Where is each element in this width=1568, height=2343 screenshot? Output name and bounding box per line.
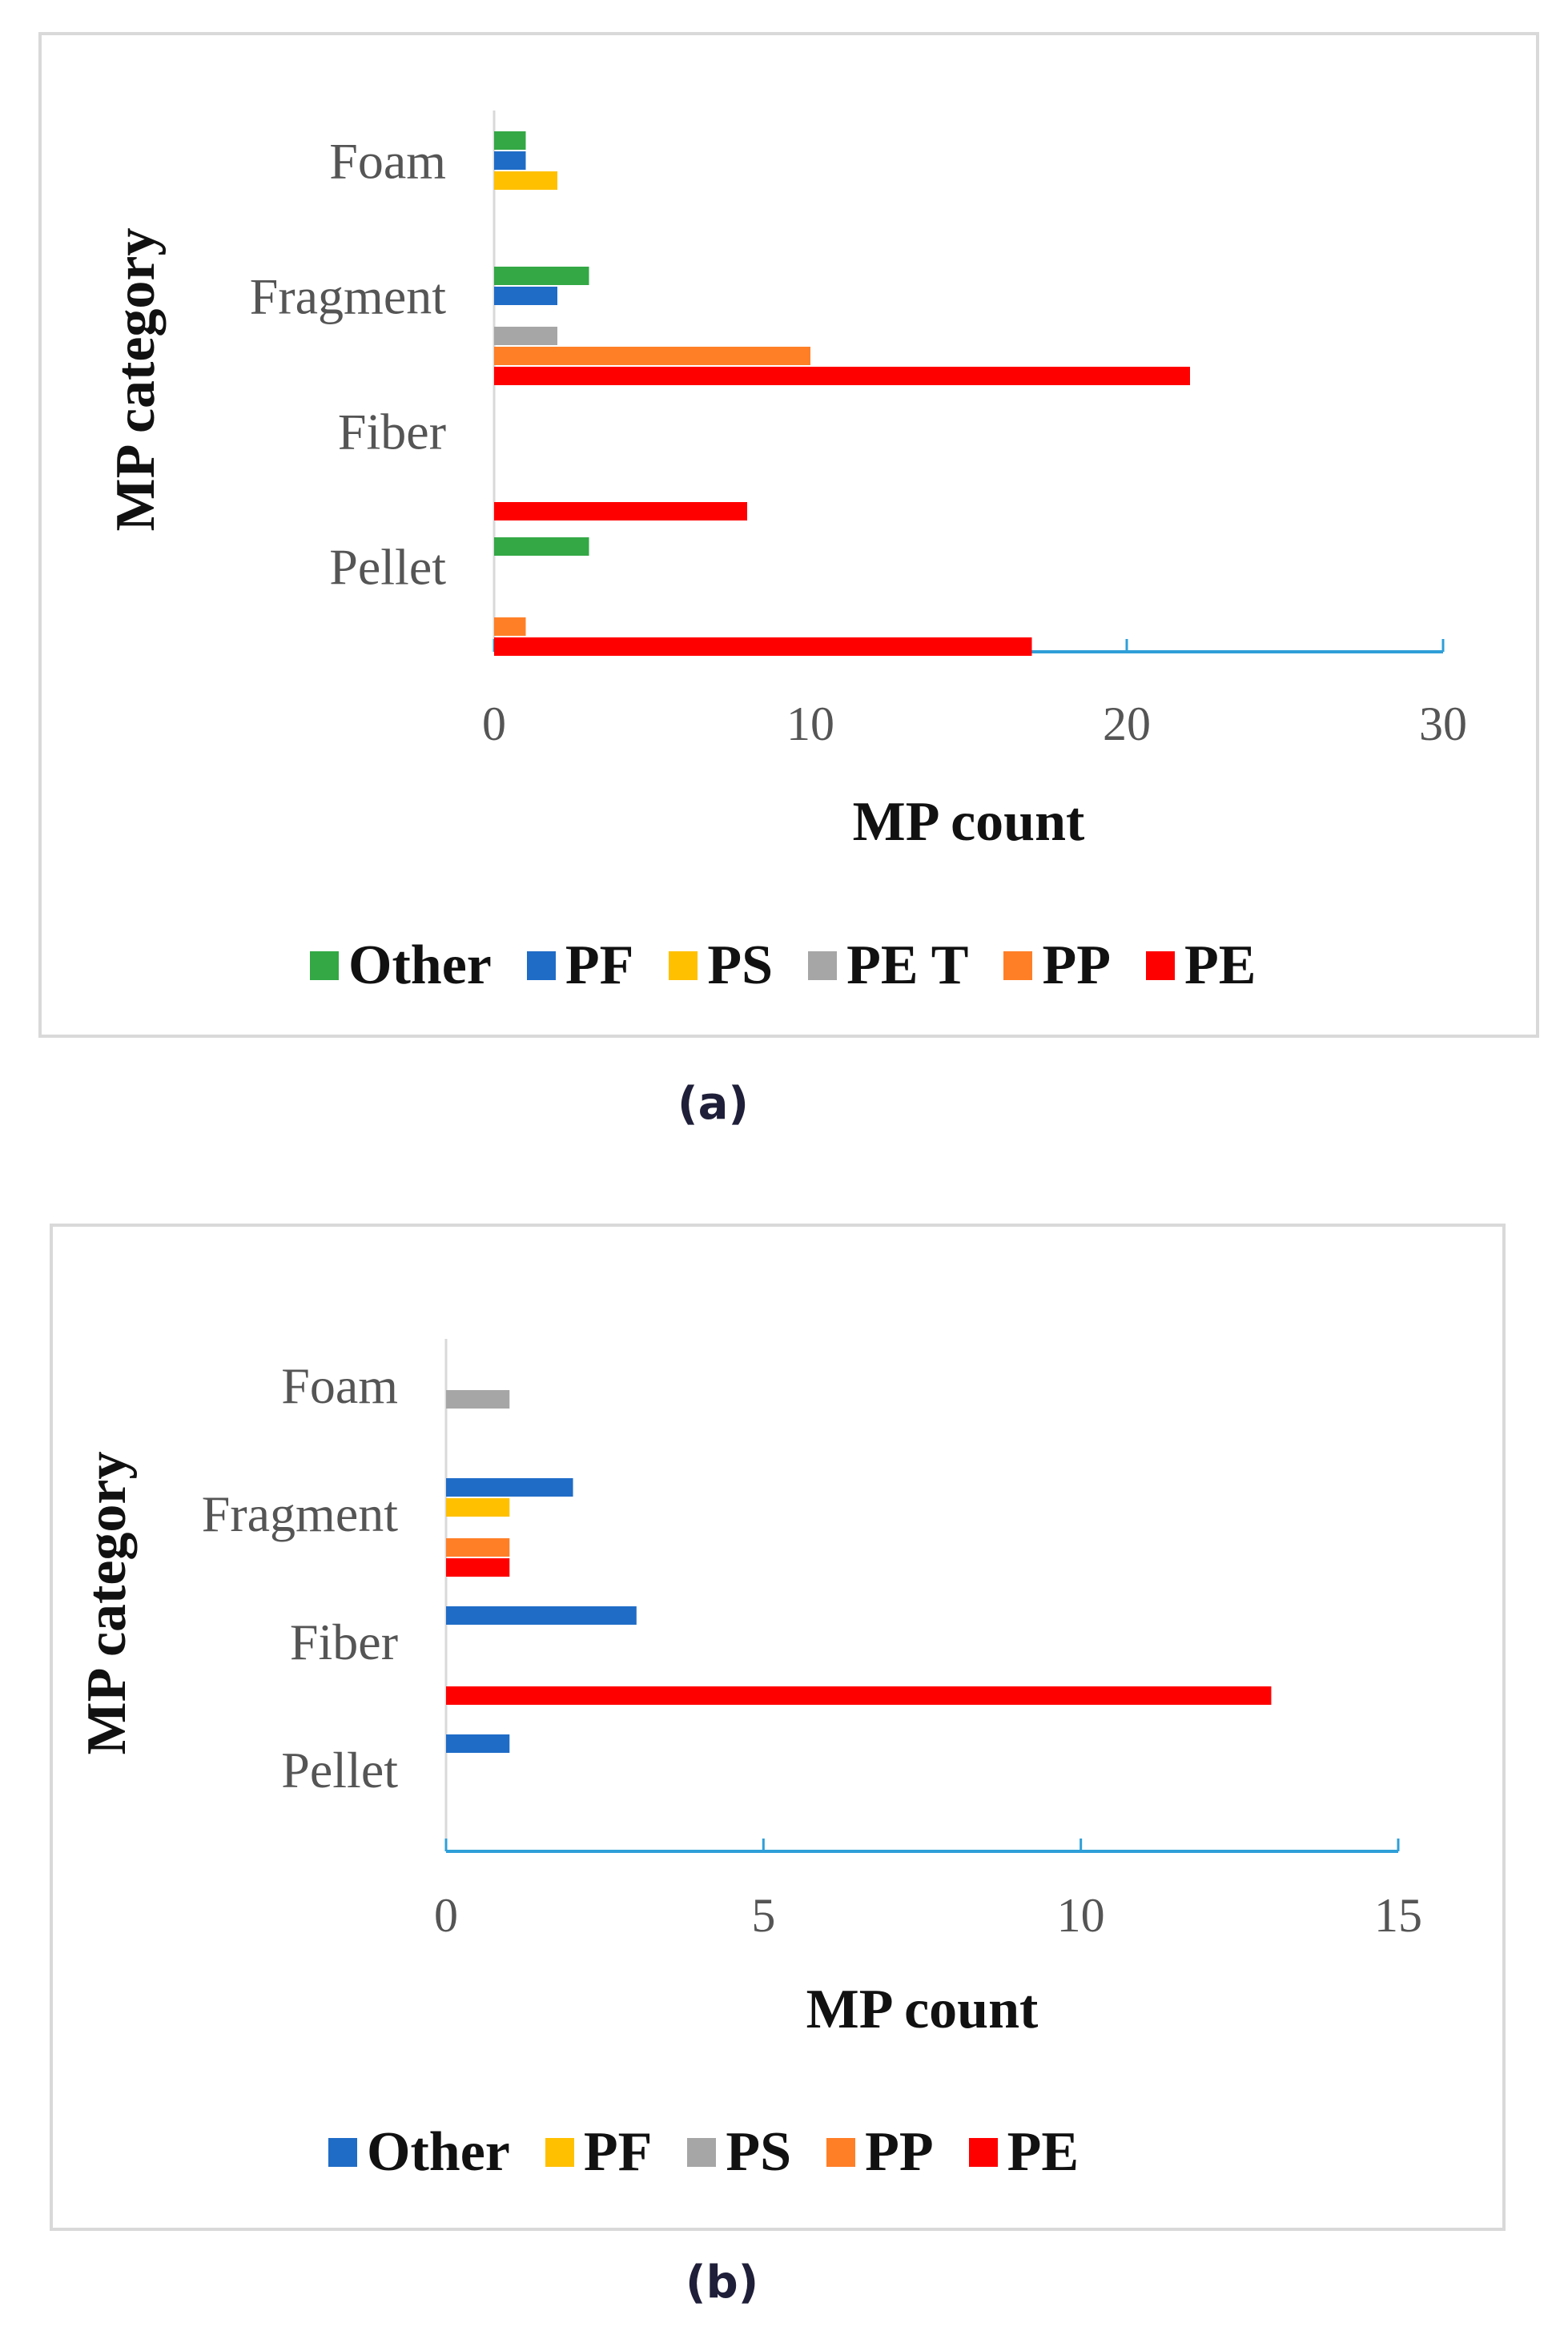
legend-label: PE T — [846, 934, 969, 996]
caption-a: (a) — [677, 1078, 749, 1130]
chart-b-svg: 0 5 10 15 Foam Fragment Fiber Pellet MP count MP … — [76, 1339, 1422, 2040]
legend-swatch — [1145, 951, 1175, 980]
x-tick-label: 30 — [1419, 697, 1467, 750]
legend-swatch — [808, 951, 838, 980]
legend-a: Other PF PS PE T PP PE — [310, 934, 1256, 998]
legend-label: PS — [707, 934, 774, 996]
caption-b: (b) — [685, 2257, 759, 2309]
legend-swatch — [687, 2138, 717, 2167]
category-label-foam: Foam — [281, 1357, 398, 1414]
bar-pellet-pe — [494, 637, 1032, 656]
y-axis-title: MP category — [105, 228, 167, 532]
legend-label: PP — [1042, 934, 1111, 996]
category-label-fragment: Fragment — [202, 1485, 399, 1542]
legend-swatch — [310, 951, 339, 980]
category-label-foam: Foam — [329, 133, 446, 190]
legend-item-pf: PF — [545, 2120, 653, 2184]
x-tick-label: 0 — [482, 697, 506, 750]
legend-item-other: Other — [328, 2120, 510, 2184]
bar-fragment-pe — [494, 367, 1190, 385]
legend-label: PE — [1184, 934, 1256, 996]
legend-swatch — [1003, 951, 1033, 980]
x-tick-label: 15 — [1374, 1889, 1422, 1942]
x-axis-title: MP count — [806, 1979, 1039, 2040]
legend-label: PP — [865, 2121, 934, 2183]
chart-panel-b: 0 5 10 15 Foam Fragment Fiber Pellet MP count MP … — [50, 1224, 1506, 2231]
legend-b: Other PF PS PP PE — [328, 2120, 1079, 2184]
legend-label: Other — [367, 2121, 510, 2183]
legend-item-pe-t: PE T — [808, 934, 968, 998]
legend-label: PF — [583, 2121, 653, 2183]
bar-fragment-pp — [494, 347, 810, 365]
bar-fragment-pp — [446, 1538, 510, 1557]
category-label-fiber: Fiber — [338, 404, 446, 460]
bar-fiber-other — [446, 1606, 637, 1625]
legend-swatch — [545, 2138, 574, 2167]
legend-label: Other — [348, 934, 492, 996]
category-label-pellet: Pellet — [281, 1742, 398, 1798]
bar-fiber-pe — [446, 1686, 1272, 1705]
bar-fragment-pf — [494, 287, 557, 305]
legend-swatch — [328, 2138, 357, 2167]
bar-fragment-pe — [446, 1558, 510, 1577]
legend-item-pe: PE — [968, 2120, 1080, 2184]
y-axis-title: MP category — [76, 1452, 138, 1755]
legend-swatch — [826, 2138, 856, 2167]
legend-item-ps: PS — [687, 2120, 791, 2184]
x-tick-label: 5 — [751, 1889, 775, 1942]
bar-fragment-pf — [446, 1498, 510, 1517]
chart-panel-a: 0 10 20 30 Foam Fragment Fiber Pellet MP count MP… — [38, 32, 1539, 1038]
category-label-fiber: Fiber — [290, 1614, 398, 1670]
bar-foam-ps — [494, 171, 557, 190]
legend-label: PS — [726, 2121, 792, 2183]
bar-pellet-other — [494, 537, 589, 556]
legend-swatch — [526, 951, 556, 980]
bar-pellet-other — [446, 1734, 510, 1753]
bar-fragment-other — [494, 267, 589, 285]
x-tick-label: 10 — [786, 697, 834, 750]
x-axis-title: MP count — [853, 791, 1085, 853]
legend-item-pf: PF — [526, 934, 634, 998]
legend-label: PE — [1007, 2121, 1080, 2183]
category-label-fragment: Fragment — [250, 268, 447, 325]
bar-fragment-pe-t — [494, 327, 557, 345]
legend-item-pp: PP — [1003, 934, 1111, 998]
x-tick-label: 0 — [434, 1889, 458, 1942]
category-label-pellet: Pellet — [329, 539, 446, 596]
bar-foam-pf — [494, 151, 526, 170]
x-tick-label: 10 — [1057, 1889, 1105, 1942]
legend-item-other: Other — [310, 934, 492, 998]
bar-pellet-pp — [494, 617, 526, 636]
legend-label: PF — [565, 934, 634, 996]
legend-item-pp: PP — [826, 2120, 934, 2184]
legend-item-pe: PE — [1145, 934, 1256, 998]
x-tick-label: 20 — [1103, 697, 1151, 750]
bar-fragment-other — [446, 1478, 573, 1497]
legend-swatch — [968, 2138, 998, 2167]
bar-foam-other — [494, 131, 526, 150]
legend-item-ps: PS — [669, 934, 773, 998]
chart-a-svg: 0 10 20 30 Foam Fragment Fiber Pellet MP count MP… — [105, 111, 1467, 853]
bar-fiber-pe — [494, 502, 747, 520]
legend-swatch — [669, 951, 698, 980]
bar-foam-ps — [446, 1390, 510, 1409]
